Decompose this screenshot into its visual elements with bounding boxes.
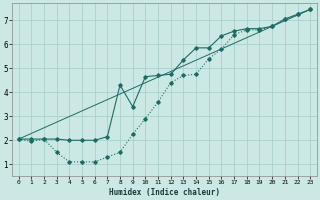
- X-axis label: Humidex (Indice chaleur): Humidex (Indice chaleur): [109, 188, 220, 197]
